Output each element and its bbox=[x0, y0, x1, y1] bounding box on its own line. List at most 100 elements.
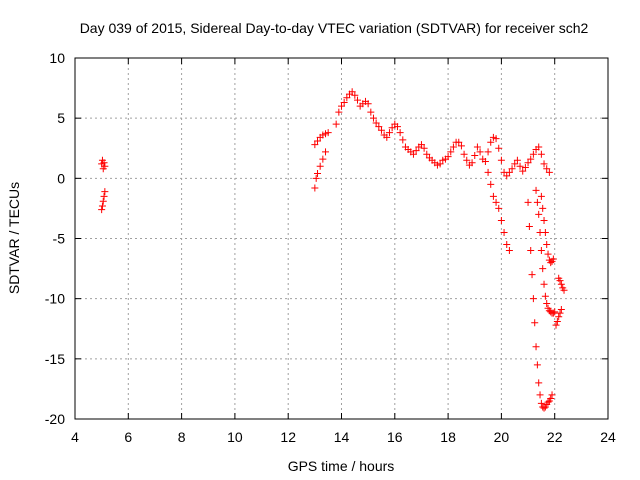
y-tick-label: -20 bbox=[45, 411, 65, 427]
data-point bbox=[508, 165, 516, 173]
data-point bbox=[420, 144, 428, 152]
data-point bbox=[505, 247, 513, 255]
y-tick-label: -5 bbox=[53, 231, 66, 247]
data-point bbox=[540, 216, 548, 224]
series-seg-c bbox=[311, 148, 330, 192]
data-point bbox=[535, 143, 543, 151]
data-point bbox=[529, 150, 537, 158]
series-seg-b bbox=[98, 188, 109, 214]
data-point bbox=[525, 222, 533, 230]
y-tick-label: 0 bbox=[57, 170, 65, 186]
chart-title: Day 039 of 2015, Sidereal Day-to-day VTE… bbox=[80, 20, 589, 36]
data-point bbox=[557, 305, 565, 313]
data-point bbox=[312, 174, 320, 182]
data-point bbox=[528, 271, 536, 279]
data-point bbox=[543, 165, 551, 173]
data-point bbox=[548, 391, 556, 399]
data-point bbox=[444, 153, 452, 161]
data-point bbox=[351, 91, 359, 99]
data-point bbox=[503, 172, 511, 180]
data-point bbox=[556, 309, 564, 317]
data-point bbox=[536, 391, 544, 399]
y-axis-label: SDTVAR / TECUs bbox=[6, 182, 22, 294]
series-main bbox=[332, 88, 553, 180]
data-point bbox=[556, 277, 564, 285]
data-point bbox=[492, 135, 500, 143]
series-drop-4 bbox=[537, 192, 557, 267]
x-tick-label: 16 bbox=[387, 429, 403, 445]
data-point bbox=[449, 143, 457, 151]
data-point bbox=[527, 155, 535, 163]
data-point bbox=[409, 150, 417, 158]
data-point bbox=[533, 361, 541, 369]
y-axis: 10 5 0 -5 -10 -15 -20 bbox=[45, 50, 608, 427]
data-point bbox=[505, 168, 513, 176]
data-point bbox=[385, 129, 393, 137]
data-point bbox=[544, 250, 552, 258]
data-point bbox=[468, 159, 476, 167]
data-point bbox=[98, 202, 106, 210]
data-point bbox=[460, 150, 468, 158]
data-point bbox=[375, 123, 383, 131]
x-tick-label: 24 bbox=[600, 429, 616, 445]
data-point bbox=[540, 404, 548, 412]
data-point bbox=[553, 318, 561, 326]
data-point bbox=[417, 141, 425, 149]
y-tick-label: -10 bbox=[45, 291, 65, 307]
data-point bbox=[497, 156, 505, 164]
data-point bbox=[393, 123, 401, 131]
data-point bbox=[541, 292, 549, 300]
data-point bbox=[100, 192, 108, 200]
data-point bbox=[316, 162, 324, 170]
x-axis-label: GPS time / hours bbox=[288, 458, 395, 474]
data-point bbox=[543, 299, 551, 307]
data-point bbox=[492, 198, 500, 206]
series-seg-d bbox=[311, 129, 332, 149]
data-point bbox=[537, 399, 545, 407]
y-tick-label: -15 bbox=[45, 351, 65, 367]
data-point bbox=[322, 148, 330, 156]
data-point bbox=[399, 136, 407, 144]
data-point bbox=[311, 184, 319, 192]
data-point bbox=[532, 186, 540, 194]
data-point bbox=[524, 159, 532, 167]
data-point bbox=[412, 147, 420, 155]
data-point bbox=[547, 259, 555, 267]
data-point bbox=[545, 168, 553, 176]
data-point bbox=[319, 155, 327, 163]
data-point bbox=[495, 144, 503, 152]
data-point bbox=[311, 141, 319, 149]
data-point bbox=[533, 198, 541, 206]
data-point bbox=[503, 241, 511, 249]
data-point bbox=[314, 137, 322, 145]
data-point bbox=[524, 198, 532, 206]
data-point bbox=[353, 96, 361, 104]
data-point bbox=[531, 319, 539, 327]
data-point bbox=[535, 379, 543, 387]
data-point bbox=[388, 124, 396, 132]
data-point bbox=[332, 120, 340, 128]
grid bbox=[75, 58, 608, 419]
data-point bbox=[543, 241, 551, 249]
x-tick-label: 20 bbox=[494, 429, 510, 445]
data-point bbox=[537, 150, 545, 158]
data-point bbox=[335, 108, 343, 116]
x-tick-label: 14 bbox=[334, 429, 350, 445]
x-tick-label: 12 bbox=[280, 429, 296, 445]
data-point bbox=[549, 309, 557, 317]
x-tick-label: 6 bbox=[124, 429, 132, 445]
data-point bbox=[484, 148, 492, 156]
data-point bbox=[98, 206, 106, 214]
data-point bbox=[343, 94, 351, 102]
data-point bbox=[513, 156, 521, 164]
x-tick-label: 18 bbox=[440, 429, 456, 445]
data-point bbox=[383, 133, 391, 141]
data-point bbox=[364, 100, 372, 108]
data-point bbox=[377, 126, 385, 134]
data-point bbox=[540, 280, 548, 288]
data-point bbox=[101, 162, 109, 170]
data-point bbox=[560, 286, 568, 294]
data-point bbox=[100, 159, 108, 167]
y-tick-label: 5 bbox=[57, 110, 65, 126]
